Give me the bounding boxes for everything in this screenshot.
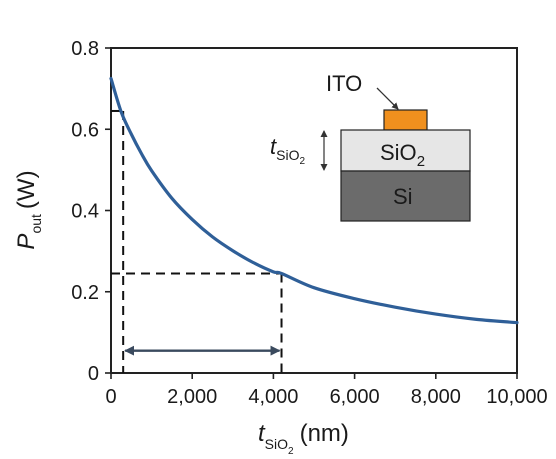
ito-pointer-arrow — [376, 87, 399, 110]
x-tick-label: 0 — [105, 386, 116, 408]
x-tick-label: 6,000 — [330, 386, 380, 408]
y-axis-label: Pout(W) — [13, 170, 44, 249]
thickness-label: tSiO2 — [270, 134, 305, 167]
y-tick-label: 0.8 — [71, 38, 99, 60]
reference-lines — [111, 109, 283, 373]
layer-sio2 — [340, 129, 471, 172]
si-layer-label: Si — [393, 184, 413, 209]
axis-ticks: 0 2,000 4,000 6,000 8,000 10,000 0 0.2 0.4 0.6 0.8 — [71, 38, 547, 408]
x-tick-label: 10,000 — [486, 386, 547, 408]
series-line — [109, 76, 519, 325]
y-tick-label: 0.6 — [71, 119, 99, 141]
y-tick-label: 0 — [88, 363, 99, 385]
inset-schematic: ITO SiO2 Si tSiO2 — [270, 71, 471, 222]
layer-si — [340, 170, 471, 222]
x-tick-label: 2,000 — [167, 386, 217, 408]
sio2-layer-label: SiO2 — [380, 140, 425, 170]
x-tick-label: 4,000 — [248, 386, 298, 408]
y-tick-label: 0.4 — [71, 201, 99, 223]
svg-text:tSiO2(nm): tSiO2(nm) — [258, 420, 349, 457]
x-tick-label: 8,000 — [411, 386, 461, 408]
x-axis-label: tSiO2(nm) — [258, 420, 349, 457]
ito-label: ITO — [326, 71, 362, 96]
y-tick-label: 0.2 — [71, 282, 99, 304]
layer-ito — [383, 109, 428, 131]
